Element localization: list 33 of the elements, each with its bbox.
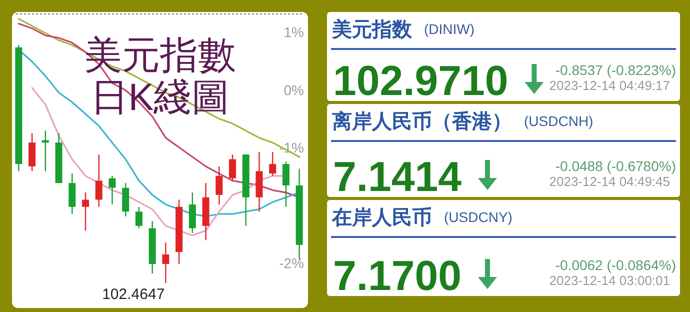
text: 1% (284, 24, 304, 40)
text: -0.8537 (-0.8223%) (555, 62, 676, 78)
text: 美元指数 (331, 18, 413, 41)
candlestick (282, 161, 290, 208)
annotation: -2% (279, 255, 304, 271)
candlestick (269, 152, 276, 176)
text: 2023-12-14 04:49:17 (549, 78, 670, 93)
candlestick (216, 166, 223, 206)
text: 7.1414 (333, 153, 462, 200)
text: 2023-12-14 04:49:45 (549, 174, 670, 189)
text: 7.1700 (333, 252, 462, 299)
candlestick (108, 175, 116, 206)
text: (DINIW) (424, 21, 475, 37)
candlestick (95, 154, 102, 208)
text: 在岸人民币 (331, 206, 432, 229)
candlestick (68, 172, 76, 215)
text: (USDCNY) (444, 209, 512, 225)
text: -0.0062 (-0.0864%) (555, 257, 676, 273)
text: 2023-12-14 03:00:01 (549, 273, 670, 288)
text: (USDCNH) (524, 113, 594, 129)
text: 离岸人民币（香港） (331, 110, 512, 133)
candlestick (82, 192, 89, 232)
candlestick (28, 132, 36, 172)
candlestick (122, 182, 130, 217)
text: -0.0488 (-0.6780%) (555, 158, 676, 174)
text: 102.4647 (102, 286, 165, 303)
candlestick (229, 154, 236, 182)
annotation: 0% (284, 82, 304, 98)
candlestick (42, 130, 49, 172)
candlestick (162, 242, 170, 284)
text: 102.9710 (333, 57, 508, 104)
candlestick (135, 206, 142, 229)
candlestick (188, 192, 196, 234)
